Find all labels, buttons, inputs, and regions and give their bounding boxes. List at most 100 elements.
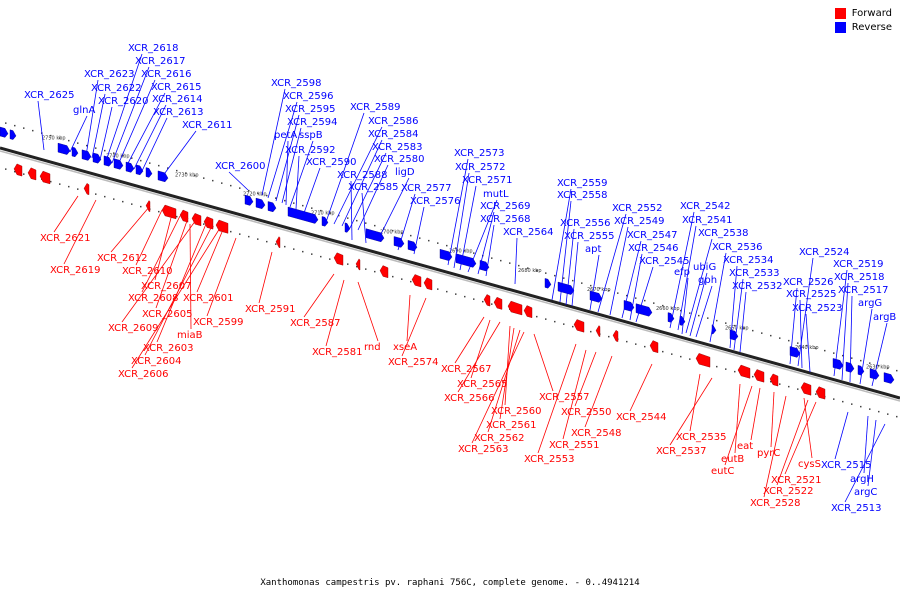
ruler-dot	[203, 177, 205, 179]
leader-line	[776, 399, 809, 486]
ruler-dot	[698, 314, 700, 317]
ruler-dot	[158, 210, 160, 213]
ruler-dot	[50, 134, 52, 137]
reverse-gene-label: XCR_2586	[368, 116, 419, 127]
ruler-dot	[113, 152, 115, 154]
reverse-gene-arrow	[857, 365, 865, 376]
forward-gene-arrow	[523, 305, 533, 319]
leader-line	[844, 423, 886, 503]
ruler-dot	[248, 189, 250, 192]
ruler-dot	[554, 274, 556, 277]
leader-line	[63, 199, 97, 265]
ruler-dot	[14, 124, 16, 127]
genome-caption: Xanthomonas campestris pv. raphani 756C,…	[260, 578, 640, 588]
reverse-gene-arrow	[267, 201, 277, 213]
axis-tick-label: 2690 kbp	[449, 249, 473, 255]
ruler-dot	[743, 327, 745, 329]
ruler-dot	[581, 282, 583, 284]
ruler-dot	[239, 187, 241, 189]
ruler-dot	[50, 180, 52, 183]
ruler-dot	[860, 405, 862, 408]
forward-gene-label: miaB	[177, 330, 203, 341]
ruler-dot	[410, 234, 412, 237]
reverse-gene-label: XCR_2618	[128, 43, 179, 54]
leader-line	[597, 213, 627, 313]
forward-gene-label: XCR_2607	[141, 281, 192, 292]
reverse-gene-label: XCR_2513	[831, 503, 882, 514]
reverse-gene-label: XCR_2532	[732, 281, 783, 292]
reverse-gene-label: XCR_2620	[98, 96, 149, 107]
leader-line	[669, 377, 713, 446]
legend-reverse: Reverse	[834, 22, 892, 33]
forward-gene-label: XCR_2619	[50, 265, 101, 276]
reverse-gene-label: XCR_2623	[84, 69, 135, 80]
ruler-dot	[86, 144, 88, 147]
forward-gene-arrow	[275, 236, 281, 249]
ruler-dot	[653, 302, 655, 304]
ruler-dot	[428, 239, 430, 242]
ruler-dot	[518, 264, 520, 267]
ruler-dot	[779, 337, 781, 339]
forward-gene-arrow	[595, 325, 601, 337]
leader-line	[155, 217, 189, 309]
ruler-dot	[626, 340, 628, 343]
leader-line	[135, 209, 163, 266]
forward-gene-label: XCR_2581	[312, 347, 363, 358]
leader-line	[133, 104, 167, 170]
axis-tick-label: 2710 kbp	[311, 210, 335, 216]
ruler-dot	[131, 203, 133, 205]
forward-gene-arrow	[379, 265, 389, 279]
axis-tick-label: 2730 kbp	[175, 173, 199, 179]
forward-gene-label: XCR_2591	[245, 304, 296, 315]
gene-labels: XCR_2625glnAXCR_2623XCR_2622XCR_2620XCR_…	[24, 43, 896, 514]
ruler-dot	[716, 319, 718, 322]
leader-line	[689, 272, 708, 337]
reverse-gene-arrow	[407, 240, 418, 252]
leader-line	[867, 419, 877, 487]
leader-line	[228, 171, 249, 191]
forward-gene-label: XCR_2560	[491, 406, 542, 417]
leader-line	[161, 130, 197, 178]
ruler-dot	[347, 217, 349, 219]
reverse-gene-label: XCR_2616	[141, 69, 192, 80]
ruler-dot	[896, 415, 898, 418]
ruler-dot	[329, 212, 331, 214]
reverse-gene-label: XCR_2523	[792, 303, 843, 314]
forward-gene-label: xseA	[393, 342, 417, 353]
forward-gene-arrow	[649, 340, 659, 354]
ruler-dot	[644, 345, 646, 348]
leader-line	[111, 66, 150, 164]
leader-line	[797, 257, 814, 367]
leader-line	[709, 252, 727, 343]
reverse-gene-arrow	[832, 358, 844, 370]
leader-line	[589, 254, 600, 311]
leader-line	[770, 391, 775, 448]
reverse-gene-label: XCR_2596	[283, 91, 334, 102]
ruler-dot	[284, 199, 286, 202]
ruler-dot	[365, 268, 367, 270]
ruler-dot	[257, 238, 259, 240]
axis-shadow	[0, 150, 900, 402]
ruler-dot	[140, 205, 142, 208]
reverse-gene-arrow	[71, 146, 79, 158]
ruler-dot	[500, 259, 502, 262]
forward-gene-label: XCR_2610	[122, 266, 173, 277]
ruler-dot	[167, 167, 169, 169]
ruler-dot	[851, 403, 853, 405]
reverse-gene-label: XCR_2592	[285, 145, 336, 156]
ruler-dot	[671, 353, 673, 355]
leader-line	[99, 106, 113, 161]
forward-gene-arrow	[493, 296, 503, 310]
leader-line	[871, 322, 888, 387]
ruler-dot	[401, 232, 403, 234]
ruler-dot	[392, 275, 394, 278]
ruler-dot	[455, 247, 457, 249]
reverse-gene-label: XCR_2526	[783, 277, 834, 288]
leader-line	[789, 287, 798, 365]
reverse-gene-label: gph	[698, 275, 717, 286]
leader-line	[141, 117, 168, 172]
leader-line	[141, 215, 181, 293]
reverse-gene-label: XCR_2589	[350, 102, 401, 113]
ruler-dot	[95, 193, 97, 195]
reverse-gene-arrow	[145, 167, 153, 178]
